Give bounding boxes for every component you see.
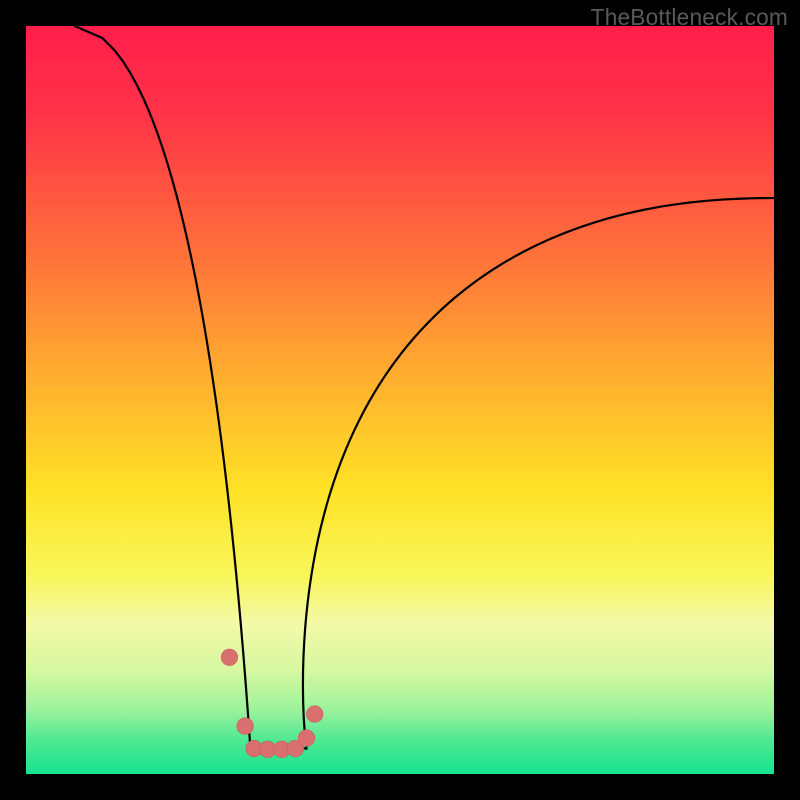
data-marker xyxy=(221,649,238,666)
data-marker xyxy=(306,706,323,723)
chart-frame: TheBottleneck.com xyxy=(0,0,800,800)
bottleneck-curve-chart xyxy=(0,0,800,800)
data-marker xyxy=(237,718,254,735)
data-marker xyxy=(298,730,315,747)
